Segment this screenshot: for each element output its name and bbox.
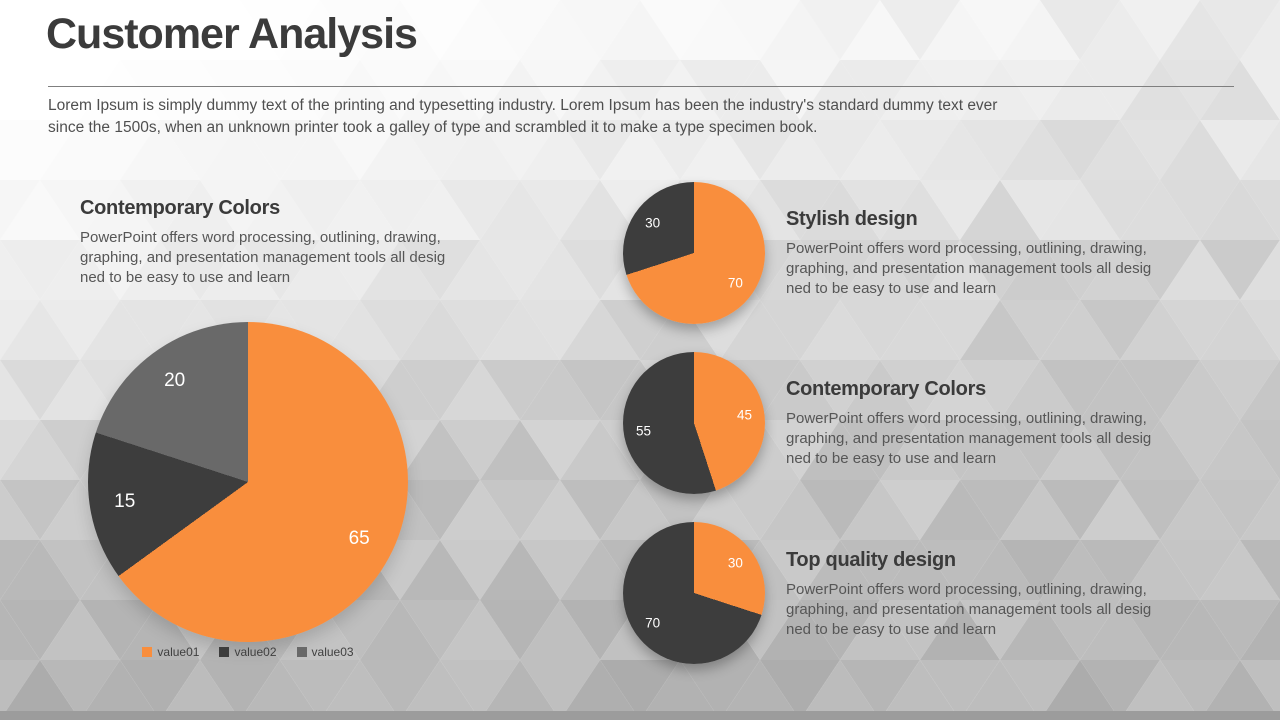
pie-chart-main: 65 15 20	[88, 322, 408, 642]
intro-paragraph: Lorem Ipsum is simply dummy text of the …	[48, 95, 1038, 138]
text-line: Lorem Ipsum is simply dummy text of the …	[48, 97, 998, 114]
text-line: PowerPoint offers word processing, outli…	[786, 240, 1147, 257]
text-line: graphing, and presentation management to…	[786, 430, 1152, 447]
legend-label: value01	[157, 645, 200, 659]
text-line: PowerPoint offers word processing, outli…	[80, 229, 441, 246]
title-divider	[48, 86, 1234, 87]
pie-slice-label: 30	[727, 555, 743, 571]
text-line: ned to be easy to use and learn	[786, 280, 997, 297]
legend-item: value03	[296, 645, 354, 659]
text-line: graphing, and presentation management to…	[786, 260, 1152, 277]
pie-chart-stylish-design: 70 30	[623, 182, 765, 324]
pie-slice-label: 55	[635, 423, 652, 439]
feature-block-top-quality-design: Top quality design PowerPoint offers wor…	[786, 548, 1206, 640]
feature-body: PowerPoint offers word processing, outli…	[786, 239, 1206, 299]
feature-block-main: Contemporary Colors PowerPoint offers wo…	[80, 196, 500, 288]
text-line: ned to be easy to use and learn	[786, 621, 997, 638]
text-line: PowerPoint offers word processing, outli…	[786, 581, 1147, 598]
feature-heading: Contemporary Colors	[786, 378, 986, 400]
text-line: graphing, and presentation management to…	[786, 601, 1152, 618]
legend-swatch	[296, 647, 307, 657]
pie-slice-label: 65	[348, 527, 370, 549]
legend-swatch	[219, 647, 230, 657]
pie-slice-label: 30	[645, 215, 661, 231]
legend-item: value02	[219, 645, 277, 659]
pie-slice-label: 70	[645, 615, 661, 631]
feature-body: PowerPoint offers word processing, outli…	[786, 409, 1206, 469]
pie-slice-label: 20	[164, 370, 186, 392]
chart-legend: value01 value02 value03	[88, 645, 408, 659]
pie-chart-contemporary-colors: 45 55	[623, 352, 765, 494]
feature-heading: Stylish design	[786, 208, 918, 230]
legend-label: value02	[234, 645, 277, 659]
pie-slice-label: 70	[727, 275, 743, 291]
text-line: graphing, and presentation management to…	[80, 249, 446, 266]
feature-body: PowerPoint offers word processing, outli…	[80, 228, 500, 288]
pie-chart-top-quality-design: 30 70	[623, 522, 765, 664]
legend-label: value03	[311, 645, 354, 659]
bottom-strip	[0, 711, 1280, 720]
legend-swatch	[142, 647, 153, 657]
feature-heading: Contemporary Colors	[80, 197, 280, 219]
text-line: ned to be easy to use and learn	[80, 269, 291, 286]
feature-block-stylish-design: Stylish design PowerPoint offers word pr…	[786, 207, 1206, 299]
legend-item: value01	[142, 645, 199, 659]
page-title: Customer Analysis	[46, 10, 418, 58]
text-line: ned to be easy to use and learn	[786, 450, 997, 467]
pie-slice-label: 15	[114, 490, 136, 512]
text-line: since the 1500s, when an unknown printer…	[48, 118, 818, 136]
pie-slice-label: 45	[736, 407, 752, 423]
feature-block-contemporary-colors: Contemporary Colors PowerPoint offers wo…	[786, 377, 1206, 469]
feature-body: PowerPoint offers word processing, outli…	[786, 580, 1206, 640]
text-line: PowerPoint offers word processing, outli…	[786, 410, 1147, 427]
feature-heading: Top quality design	[786, 549, 956, 571]
